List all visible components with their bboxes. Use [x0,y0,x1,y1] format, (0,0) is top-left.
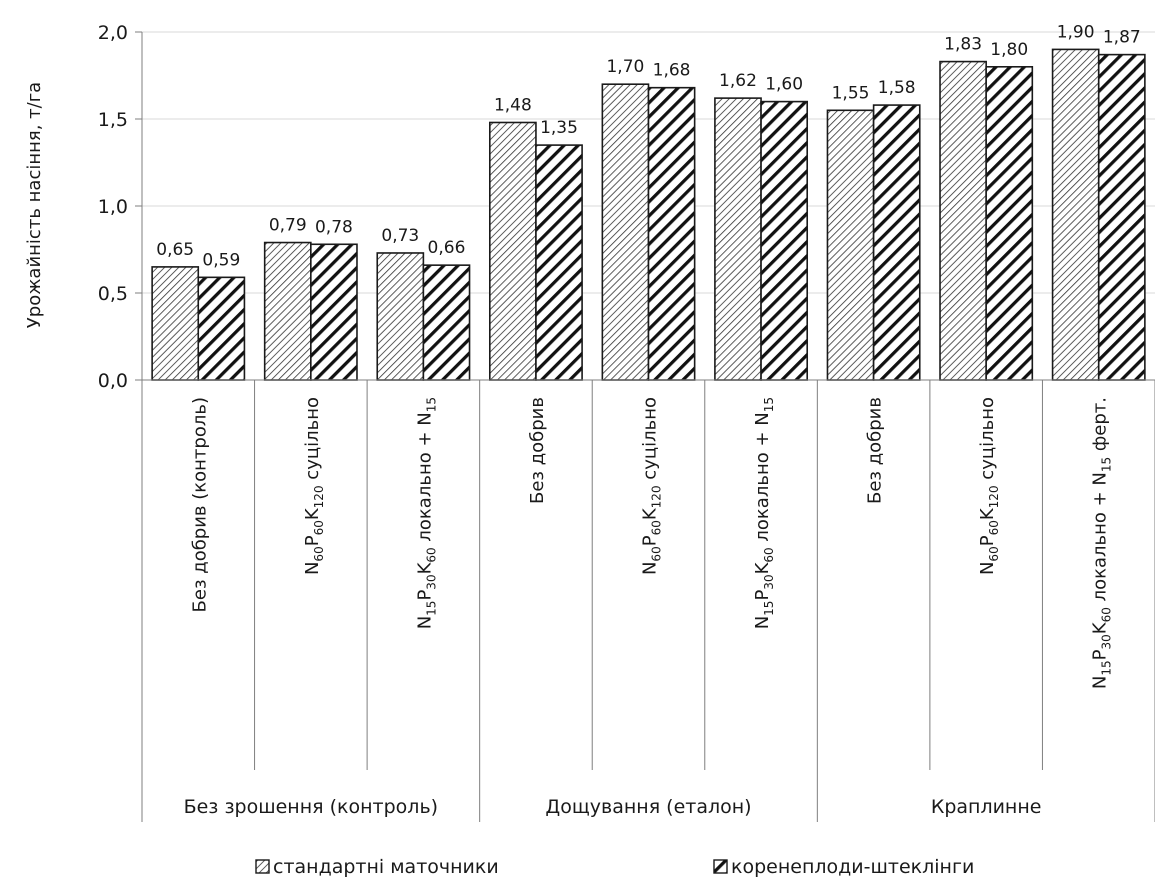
group-label: Без зрошення (контроль) [184,796,439,818]
axes [135,31,1155,822]
bar-stecklings-5 [647,86,696,381]
bar-stecklings-1 [197,276,246,381]
bar-standard-5 [601,83,650,381]
bar-standard-7 [826,109,875,381]
data-label: 1,62 [719,71,757,91]
y-tick-label: 1,5 [98,109,128,131]
data-label: 0,66 [428,238,466,258]
data-label: 0,78 [315,217,353,237]
bar-stecklings-9 [1097,53,1146,381]
data-label: 1,58 [878,78,916,98]
data-label: 0,73 [381,226,419,246]
data-label: 1,90 [1057,22,1095,42]
data-label: 0,59 [202,250,240,270]
category-label: N60​P60​K120​ суцільно [302,397,326,575]
bar-stecklings-7 [872,104,921,381]
bar-stecklings-6 [760,100,809,381]
data-label: 1,80 [990,40,1028,60]
category-label: N15​P30​K60​ локально + N15​ ферт. [1090,397,1114,689]
group-label: Краплинне [931,796,1042,818]
legend-swatch-stecklings [713,859,728,874]
bar-stecklings-8 [985,66,1034,381]
category-label: Без добрив [865,397,886,504]
data-label: 1,55 [832,83,870,103]
data-label: 1,60 [765,75,803,95]
y-tick-label: 0,5 [98,283,128,305]
legend-label: стандартні маточники [273,856,499,878]
group-label: Дощування (еталон) [545,796,751,818]
bar-stecklings-4 [535,144,583,381]
category-label: N60​P60​K120​ суцільно [977,397,1001,575]
bar-stecklings-3 [422,264,471,381]
bar-standard-2 [263,241,312,381]
bars [151,48,1146,381]
bar-stecklings-2 [310,243,358,381]
y-tick-label: 1,0 [98,196,128,218]
legend-swatch-standard [255,859,270,874]
data-label: 1,87 [1103,28,1141,48]
bar-standard-3 [376,252,425,381]
bar-standard-9 [1051,48,1100,381]
category-label: N15​P30​K60​ локально + N15​ [752,397,776,629]
data-label: 1,68 [653,61,691,81]
legend-label: коренеплоди-штеклінги [731,856,974,878]
data-label: 1,83 [944,35,982,55]
y-tick-label: 2,0 [98,22,128,44]
data-label: 1,35 [540,118,578,138]
bar-standard-4 [488,121,537,381]
category-label: N60​P60​K120​ суцільно [640,397,664,575]
data-label: 1,48 [494,95,532,115]
y-axis-label: Урожайність насіння, т/га [24,82,45,328]
bar-standard-1 [151,266,200,381]
y-tick-label: 0,0 [98,370,128,392]
bar-standard-6 [714,97,762,381]
bar-standard-8 [939,60,987,381]
data-label: 1,70 [606,57,644,77]
category-label: N15​P30​K60​ локально + N15​ [414,397,438,629]
data-label: 0,65 [156,240,194,260]
labels: 0,0 0,5 1,0 1,5 2,0 0,65 0,79 0,73 1,48 1,70 1,62 1… [98,22,1141,818]
legend: стандартні маточники коренеплоди-штеклінг… [255,856,974,878]
data-label: 0,79 [269,216,307,236]
category-label: Без добрив [527,397,548,504]
category-label: Без добрив (контроль) [189,397,210,612]
